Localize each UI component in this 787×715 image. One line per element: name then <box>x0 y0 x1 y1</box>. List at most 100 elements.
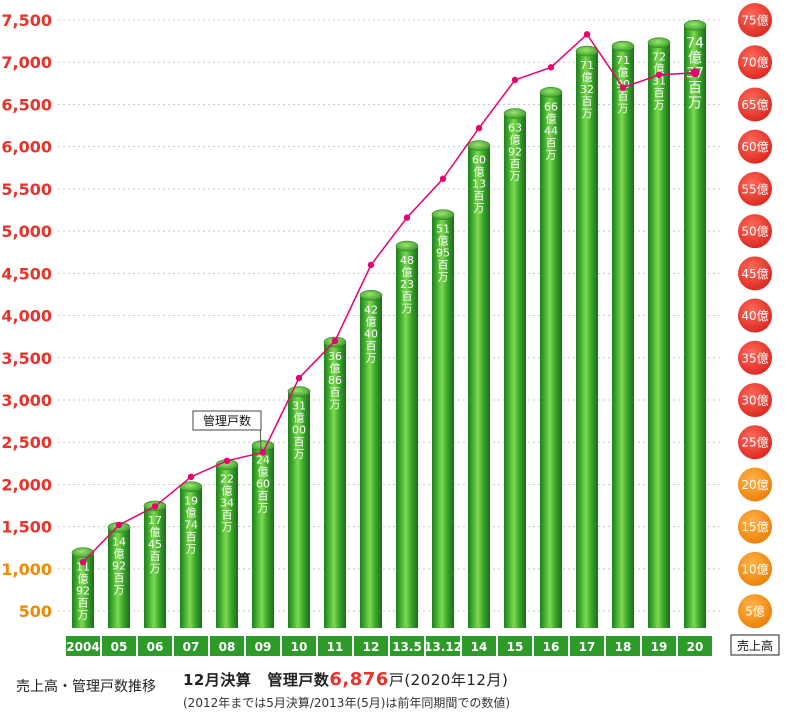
bar-data-label: 億 <box>222 485 233 498</box>
bar-data-label: 44 <box>544 124 558 137</box>
line-point <box>439 175 447 182</box>
bar-data-label: 百 <box>150 550 161 563</box>
bar-data-label: 40 <box>364 327 378 340</box>
bar-data-label: 億 <box>150 526 161 539</box>
bar-data-label: 万 <box>688 95 702 111</box>
category-label: 2004 <box>66 640 99 654</box>
bar-data-label: 百 <box>294 436 305 449</box>
bar-data-label: 百 <box>474 190 485 203</box>
bar-data-label: 00 <box>292 424 306 437</box>
category-label: 07 <box>183 640 200 654</box>
bar-body <box>504 113 526 628</box>
bar-data-label: 34 <box>220 497 234 510</box>
category-box <box>66 636 100 656</box>
right-tick-label: 70億 <box>741 56 768 70</box>
line-point <box>475 124 483 132</box>
category-box <box>138 636 172 656</box>
left-tick-label: 500 <box>19 602 52 621</box>
right-axis-badge <box>738 45 772 80</box>
bar-data-label: 億 <box>618 66 629 79</box>
line-series <box>79 31 700 566</box>
line-point <box>151 503 159 510</box>
bar-data-label: 万 <box>294 448 305 461</box>
bar-data-label: 22 <box>220 473 234 486</box>
bar-data-label: 百 <box>688 80 702 96</box>
bar-data-label: 万 <box>222 521 233 534</box>
bar-data-label: 32 <box>580 83 594 96</box>
category-box <box>210 636 244 656</box>
gridlines <box>58 19 722 612</box>
bar-data-label: 95 <box>436 247 450 260</box>
bar-body <box>324 342 346 628</box>
line-point <box>583 31 591 38</box>
left-tick-label: 5,000 <box>1 222 52 241</box>
category-label: 15 <box>507 640 524 654</box>
bar-data-label: 百 <box>186 531 197 544</box>
right-axis-badge <box>738 298 772 333</box>
bar-data-label: 74 <box>184 519 198 532</box>
bar-data-label: 百 <box>78 597 89 610</box>
line-point <box>259 449 267 456</box>
line-point <box>331 337 339 345</box>
bar-data-label: 億 <box>474 166 485 179</box>
bar-data-label: 百 <box>546 136 557 149</box>
bar-data-label: 億 <box>186 507 197 520</box>
bar-body <box>684 25 706 628</box>
right-tick-label: 15億 <box>741 520 768 534</box>
bar-data-label: 万 <box>366 351 377 364</box>
bar-data-label: 万 <box>150 562 161 575</box>
bar-data-label: 31 <box>292 400 306 413</box>
category-box <box>426 636 460 656</box>
bar-data-label: 42 <box>364 303 378 316</box>
line-point <box>619 84 627 91</box>
category-axis: 2004 05 06 07 08 09 10 11 12 13.5 13.12 14 15 16 17 18 1… <box>66 636 712 656</box>
right-axis-badge <box>738 3 772 37</box>
bar-data-label: 百 <box>114 571 125 584</box>
bar-top <box>395 240 419 252</box>
category-label: 13.5 <box>392 640 422 654</box>
bar-data-label: 百 <box>222 509 233 522</box>
bar-data-label: 百 <box>330 386 341 399</box>
category-box <box>678 636 712 656</box>
bar-data-label: 億 <box>366 315 377 328</box>
right-tick-label: 30億 <box>741 394 768 408</box>
units-value: 6,876 <box>329 669 389 690</box>
category-box <box>606 636 640 656</box>
bar-data-label: 百 <box>654 87 665 100</box>
bar-data-label: 万 <box>402 302 413 315</box>
bar-data-label: 19 <box>184 495 198 508</box>
bar-data-label: 17 <box>148 514 162 527</box>
bar-data-label: 百 <box>438 259 449 272</box>
bar-data-label: 63 <box>508 122 522 135</box>
chart-caption-main: 12月決算 管理戸数6,876戸(2020年12月) <box>183 669 508 690</box>
category-box <box>318 636 352 656</box>
bar-data-label: 66 <box>544 100 558 113</box>
right-axis-badge <box>738 594 772 629</box>
bar-data-label: 万 <box>438 271 449 284</box>
category-label: 05 <box>111 640 128 654</box>
line-point <box>367 261 375 269</box>
left-tick-label: 3,000 <box>1 391 52 410</box>
category-label: 09 <box>255 640 272 654</box>
category-box <box>462 636 496 656</box>
left-tick-label: 3,500 <box>1 349 52 368</box>
right-tick-label: 5億 <box>745 605 765 619</box>
bar-data-label: 60 <box>472 154 486 167</box>
bar-data-label: 万 <box>582 107 593 120</box>
bar-data-label: 百 <box>366 339 377 352</box>
line-point <box>547 64 555 71</box>
right-tick-label: 55億 <box>741 182 768 196</box>
annotation-box <box>192 410 262 431</box>
line-annotation: 管理戸数 <box>192 410 262 451</box>
bar-data-label: 31 <box>652 75 666 88</box>
right-axis-badge <box>738 171 772 206</box>
